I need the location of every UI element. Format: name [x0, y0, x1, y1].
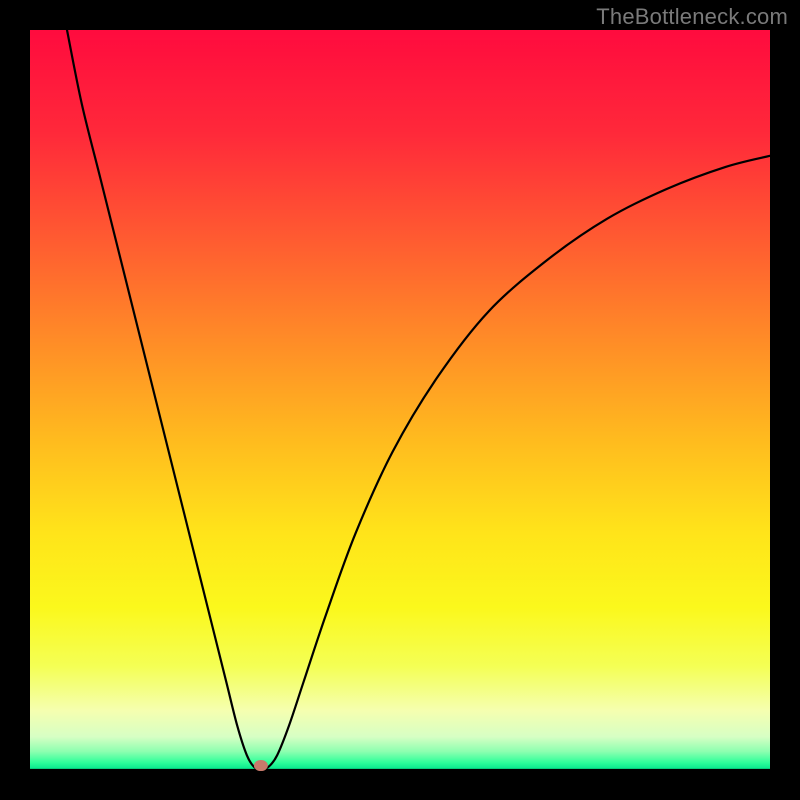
watermark-text: TheBottleneck.com	[596, 4, 788, 30]
optimal-point-marker	[254, 760, 268, 771]
chart-stage: TheBottleneck.com	[0, 0, 800, 800]
plot-background-gradient	[30, 30, 770, 770]
bottleneck-chart-svg	[0, 0, 800, 800]
